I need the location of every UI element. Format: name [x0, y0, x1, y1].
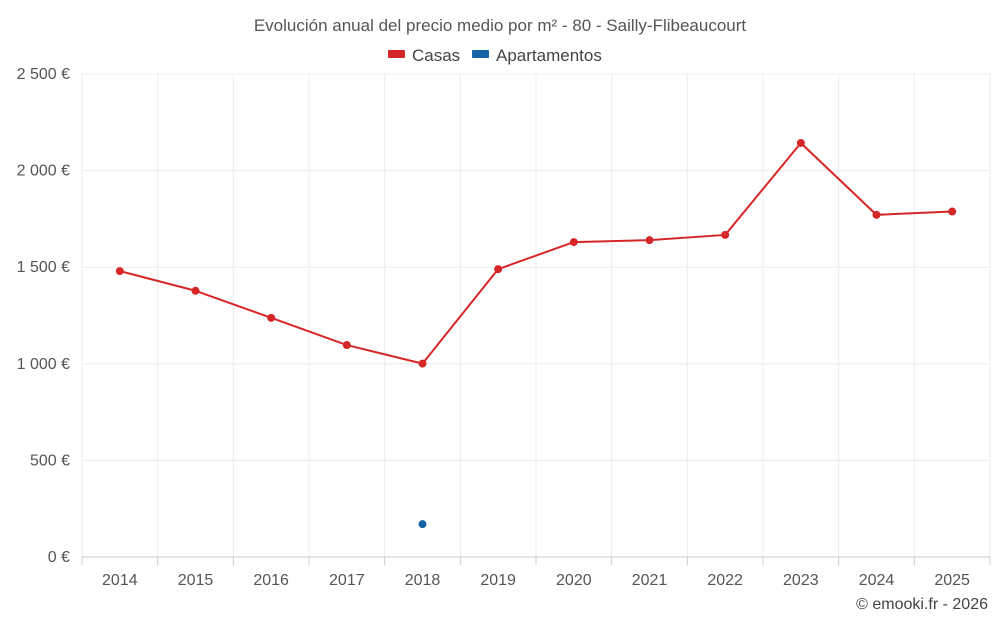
data-point-apartamentos[interactable]: [418, 520, 427, 529]
y-tick-label: 0 €: [48, 549, 70, 566]
data-point-casas[interactable]: [872, 210, 881, 219]
data-point-casas[interactable]: [494, 265, 503, 274]
legend-item-casas[interactable]: Casas: [388, 46, 460, 65]
x-tick-label: 2019: [480, 572, 516, 589]
series-line-casas: [119, 141, 953, 365]
legend: Casas Apartamentos: [388, 46, 602, 65]
data-point-casas[interactable]: [796, 138, 805, 147]
y-tick-label: 1 500 €: [17, 259, 70, 276]
y-tick-label: 1 000 €: [17, 356, 70, 373]
y-tick-label: 2 500 €: [17, 66, 70, 83]
x-tick-label: 2016: [253, 572, 289, 589]
y-axis: 0 € 500 € 1 000 € 1 500 € 2 000 € 2 500 €: [17, 66, 70, 566]
data-point-casas[interactable]: [721, 230, 730, 239]
x-tick-label: 2017: [329, 572, 365, 589]
data-point-casas[interactable]: [115, 267, 124, 276]
legend-item-apartamentos[interactable]: Apartamentos: [472, 46, 602, 65]
data-point-casas[interactable]: [645, 236, 654, 245]
data-point-casas[interactable]: [569, 238, 578, 247]
x-tick-label: 2021: [632, 572, 668, 589]
grid: [81, 73, 991, 557]
credit-text: © emooki.fr - 2026: [856, 596, 988, 613]
x-tick-label: 2014: [102, 572, 138, 589]
y-tick-label: 500 €: [30, 452, 70, 469]
x-tick-label: 2024: [859, 572, 895, 589]
x-tick-label: 2018: [405, 572, 441, 589]
chart-title: Evolución anual del precio medio por m² …: [254, 16, 747, 35]
y-tick-label: 2 000 €: [17, 163, 70, 180]
legend-swatch-apartamentos: [472, 50, 489, 58]
legend-swatch-casas: [388, 50, 405, 58]
data-point-casas[interactable]: [342, 341, 351, 350]
x-axis: 2014 2015 2016 2017 2018 2019 2020 2021 2022 2023…: [81, 556, 991, 589]
x-tick-label: 2015: [178, 572, 214, 589]
x-tick-label: 2023: [783, 572, 819, 589]
data-point-casas[interactable]: [418, 359, 427, 368]
x-tick-label: 2025: [934, 572, 970, 589]
legend-label-casas: Casas: [412, 46, 460, 65]
data-point-casas[interactable]: [191, 286, 200, 295]
x-tick-label: 2020: [556, 572, 592, 589]
data-point-casas[interactable]: [948, 207, 957, 216]
legend-label-apartamentos: Apartamentos: [496, 46, 602, 65]
series: [115, 138, 957, 529]
data-point-casas[interactable]: [267, 313, 276, 322]
x-tick-label: 2022: [707, 572, 743, 589]
